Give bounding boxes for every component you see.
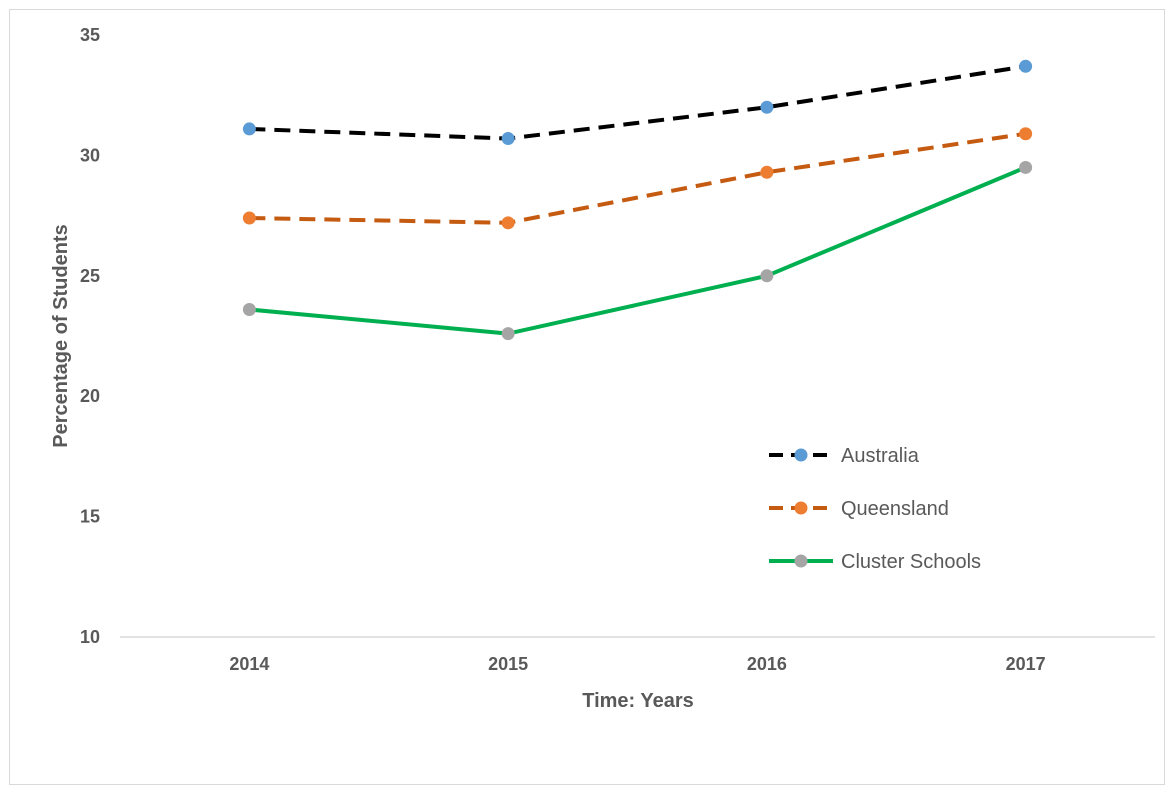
legend-item-australia: Australia xyxy=(769,445,920,467)
data-point-queensland xyxy=(242,211,256,225)
legend-item-queensland: Queensland xyxy=(769,498,949,520)
series-australia xyxy=(242,59,1033,146)
legend-marker xyxy=(794,448,808,462)
data-point-cluster-schools xyxy=(242,303,256,317)
y-tick-label: 20 xyxy=(80,386,100,406)
series-cluster-schools xyxy=(242,160,1033,341)
x-tick-label: 2014 xyxy=(229,654,269,674)
legend-marker xyxy=(794,554,808,568)
data-point-australia xyxy=(242,122,256,136)
y-tick-label: 15 xyxy=(80,507,100,527)
series-line-queensland xyxy=(249,131,1026,225)
x-axis-title: Time: Years xyxy=(582,690,694,712)
data-point-cluster-schools xyxy=(760,269,774,283)
legend-label: Queensland xyxy=(841,498,949,520)
x-tick-label: 2017 xyxy=(1006,654,1046,674)
x-tick-label: 2016 xyxy=(747,654,787,674)
legend-label: Cluster Schools xyxy=(841,551,981,573)
data-point-australia xyxy=(501,132,515,146)
series-line-cluster-schools xyxy=(249,165,1027,336)
y-tick-label: 25 xyxy=(80,266,100,286)
data-point-queensland xyxy=(760,165,774,179)
y-tick-label: 30 xyxy=(80,145,100,165)
y-tick-label: 35 xyxy=(80,25,100,45)
chart-frame xyxy=(9,9,1165,785)
legend-label: Australia xyxy=(841,445,920,467)
legend: Australia Queensland Cluster Schools xyxy=(769,445,981,573)
x-tick-label: 2015 xyxy=(488,654,528,674)
y-axis-title: Percentage of Students xyxy=(50,224,72,447)
series-queensland xyxy=(242,127,1033,230)
data-point-cluster-schools xyxy=(1019,160,1033,174)
data-point-queensland xyxy=(1019,127,1033,141)
data-point-queensland xyxy=(501,216,515,230)
data-point-australia xyxy=(760,100,774,114)
y-axis-ticks: 10 15 20 25 30 35 xyxy=(80,25,100,647)
series-line-australia xyxy=(249,64,1026,141)
data-point-australia xyxy=(1019,59,1033,73)
data-point-cluster-schools xyxy=(501,327,515,341)
series-layer xyxy=(242,59,1033,341)
legend-item-cluster-schools: Cluster Schools xyxy=(769,551,981,573)
legend-marker xyxy=(794,501,808,515)
y-tick-label: 10 xyxy=(80,627,100,647)
x-axis-ticks: 2014 2015 2016 2017 xyxy=(229,654,1045,674)
